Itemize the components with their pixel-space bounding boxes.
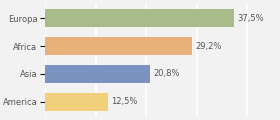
Bar xyxy=(45,65,150,83)
Text: 29,2%: 29,2% xyxy=(195,42,222,51)
Bar xyxy=(45,93,108,111)
Text: 20,8%: 20,8% xyxy=(153,69,180,78)
Text: 37,5%: 37,5% xyxy=(237,14,264,23)
Bar xyxy=(45,9,234,27)
Bar xyxy=(45,37,192,55)
Text: 12,5%: 12,5% xyxy=(111,97,138,106)
